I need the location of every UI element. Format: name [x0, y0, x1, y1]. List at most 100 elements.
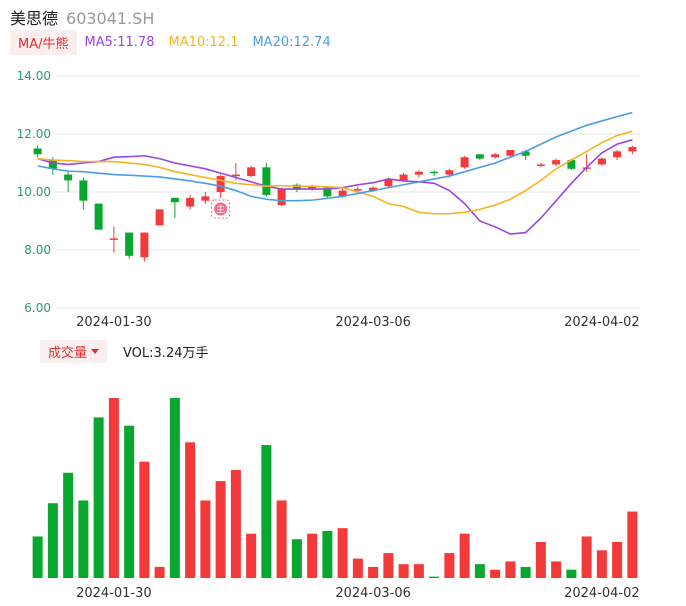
volume-bar [124, 425, 135, 578]
volume-bar [307, 533, 318, 578]
volume-bar [444, 553, 455, 578]
volume-bar [108, 398, 119, 578]
candle-body [460, 157, 469, 168]
candle-body [399, 174, 408, 181]
ma-line-ma10 [37, 130, 633, 215]
candle-body [170, 197, 179, 203]
candle-body [216, 176, 225, 192]
volume-bar [551, 561, 562, 578]
ma-line-ma5 [37, 139, 633, 235]
candle-body [323, 187, 332, 197]
volume-bar [566, 569, 577, 578]
ma-switch-button[interactable]: MA/牛熊 [10, 29, 77, 55]
candle-body [536, 164, 545, 166]
ma20-legend: MA20:12.74 [252, 34, 331, 50]
candle-body [201, 196, 210, 201]
x-tick-label: 2024-04-02 [564, 586, 640, 601]
caret-down-icon [91, 348, 100, 354]
volume-switch-label: 成交量 [48, 345, 88, 361]
candle-body [94, 203, 103, 230]
volume-bar [337, 528, 348, 578]
x-tick-label: 2024-03-06 [335, 315, 411, 330]
candle-body [521, 151, 530, 156]
candle-body [414, 171, 423, 175]
volume-bar [291, 539, 302, 578]
y-tick-label: 8.00 [24, 243, 51, 257]
volume-bar [459, 533, 470, 578]
volume-bar [32, 536, 43, 578]
candle-body [262, 167, 271, 195]
candle-body [308, 186, 317, 190]
candle-body [506, 149, 515, 156]
candle-body [475, 154, 484, 159]
volume-bar [627, 511, 638, 578]
volume-bar [368, 566, 379, 578]
stock-name: 美思德 [10, 9, 59, 28]
candle-body [353, 189, 362, 191]
ma5-legend: MA5:11.78 [84, 34, 155, 50]
candle-body [277, 189, 286, 206]
candle-body [33, 148, 42, 155]
candle-body [79, 180, 88, 201]
candle-body [491, 154, 500, 158]
volume-bar [535, 542, 546, 578]
candle-body [552, 160, 561, 165]
volume-bar [398, 564, 409, 578]
volume-bar [276, 500, 287, 578]
volume-bar [429, 576, 440, 578]
y-tick-label: 10.00 [17, 185, 51, 199]
volume-bar [596, 550, 607, 578]
volume-bar [78, 500, 89, 578]
y-tick-label: 6.00 [24, 301, 51, 315]
candle-body [613, 151, 622, 158]
volume-bar [581, 536, 592, 578]
ma-line-ma20 [37, 111, 633, 202]
candle-body [247, 167, 256, 177]
candle-body [597, 158, 606, 165]
x-tick-label: 2024-04-02 [564, 315, 640, 330]
volume-legend: 成交量 VOL:3.24万手 [40, 339, 209, 363]
candle-body [125, 232, 134, 256]
title-row: 美思德 603041.SH [10, 5, 155, 28]
x-tick-label: 2024-01-30 [76, 586, 152, 601]
volume-bar [154, 566, 165, 578]
candle-body [628, 147, 637, 152]
main-force-marker-icon [214, 202, 228, 216]
volume-bar [383, 553, 394, 578]
volume-bar [63, 472, 74, 578]
candle-body [186, 197, 195, 207]
volume-bar [505, 561, 516, 578]
candle-body [109, 238, 118, 240]
x-tick-label: 2024-01-30 [76, 315, 152, 330]
candle-body [140, 232, 149, 258]
candle-body [369, 187, 378, 191]
candle-body [48, 160, 57, 169]
volume-bar [93, 417, 104, 578]
volume-value: VOL:3.24万手 [123, 345, 209, 361]
volume-bar [47, 503, 58, 578]
main-force-marker-frame [211, 199, 231, 219]
candle-body [430, 171, 439, 174]
volume-bar [215, 481, 226, 578]
volume-bar [261, 445, 272, 578]
volume-bar [230, 470, 241, 578]
volume-bar [322, 530, 333, 578]
main-force-marker-label: 主 [216, 204, 225, 216]
volume-bar [139, 461, 150, 578]
volume-bar [490, 569, 501, 578]
candle-body [445, 170, 454, 175]
volume-bar [169, 398, 180, 578]
y-tick-label: 14.00 [17, 69, 51, 83]
candle-body [567, 160, 576, 169]
candle-body [231, 174, 240, 177]
candle-body [64, 174, 73, 181]
volume-bar [352, 558, 363, 578]
volume-switch-button[interactable]: 成交量 [40, 339, 108, 363]
y-tick-label: 12.00 [17, 127, 51, 141]
candle-body [155, 209, 164, 226]
ma-legend: MA/牛熊 MA5:11.78 MA10:12.1 MA20:12.74 [10, 29, 345, 55]
ma10-legend: MA10:12.1 [168, 34, 239, 50]
volume-bar [520, 566, 531, 578]
stock-code: 603041.SH [66, 9, 155, 28]
